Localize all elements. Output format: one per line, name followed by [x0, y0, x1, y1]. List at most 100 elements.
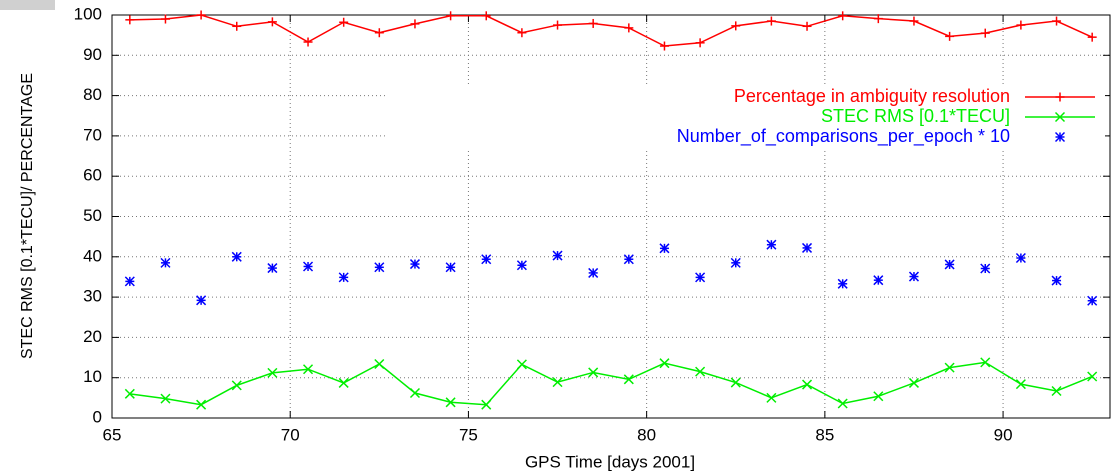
marker-stroke [659, 358, 670, 369]
data-point [125, 15, 135, 25]
marker-stroke [552, 250, 563, 261]
marker-stroke [908, 271, 919, 282]
legend-label: Percentage in ambiguity resolution [734, 86, 1010, 106]
marker-stroke [409, 259, 420, 270]
marker-stroke [160, 257, 171, 268]
marker-stroke [908, 377, 919, 388]
data-point [980, 263, 991, 274]
marker-stroke [231, 251, 242, 262]
marker-stroke [588, 367, 599, 378]
data-point [410, 19, 420, 29]
marker-stroke [623, 374, 634, 385]
data-point [659, 358, 670, 369]
series-line [129, 14, 1093, 47]
data-point [766, 392, 777, 403]
marker-stroke [1087, 371, 1098, 382]
y-tick-label: 30 [83, 287, 102, 306]
data-point [552, 377, 563, 388]
data-point [552, 250, 563, 261]
x-tick-label: 80 [637, 425, 656, 444]
data-point [730, 377, 741, 388]
legend-marker [1054, 131, 1066, 143]
x-tick-label: 85 [815, 425, 834, 444]
data-point [160, 257, 171, 268]
data-point [267, 367, 278, 378]
data-point [516, 359, 527, 370]
series-line [129, 361, 1093, 406]
data-point [553, 20, 563, 30]
tab-decoration [0, 0, 55, 10]
data-point [944, 259, 955, 270]
legend-label: Number_of_comparisons_per_epoch * 10 [677, 126, 1010, 147]
data-point [1015, 379, 1026, 390]
data-point [873, 391, 884, 402]
marker-stroke [837, 278, 848, 289]
x-tick-label: 90 [994, 425, 1013, 444]
y-tick-label: 70 [83, 125, 102, 144]
marker-stroke [445, 262, 456, 273]
marker-stroke [695, 272, 706, 283]
y-tick-label: 80 [83, 85, 102, 104]
marker-stroke [944, 362, 955, 373]
data-point [338, 377, 349, 388]
data-point [659, 41, 669, 51]
data-point [1087, 371, 1098, 382]
marker-stroke [552, 377, 563, 388]
marker-stroke [338, 377, 349, 388]
data-point [1052, 16, 1062, 26]
y-tick-label: 20 [83, 327, 102, 346]
marker-stroke [730, 257, 741, 268]
y-tick-label: 100 [74, 4, 102, 23]
marker-stroke [1054, 111, 1066, 123]
data-point [980, 357, 991, 368]
marker-stroke [160, 393, 171, 404]
data-point [267, 263, 278, 274]
marker-stroke [231, 380, 242, 391]
data-point [588, 18, 598, 28]
data-point [1051, 385, 1062, 397]
data-point [908, 271, 919, 282]
marker-stroke [1051, 385, 1062, 397]
data-point [802, 242, 813, 253]
y-tick-label: 60 [83, 166, 102, 185]
data-point [588, 267, 599, 278]
marker-stroke [802, 242, 813, 253]
data-point [516, 260, 527, 271]
data-point [339, 17, 349, 27]
data-point [303, 37, 313, 47]
marker-stroke [196, 399, 207, 410]
data-point [303, 364, 314, 375]
marker-stroke [1087, 295, 1098, 306]
legend-background [385, 85, 1105, 149]
data-point [837, 278, 848, 289]
marker-stroke [124, 276, 135, 287]
y-tick-label: 0 [93, 407, 102, 426]
marker-stroke [481, 254, 492, 265]
marker-stroke [516, 260, 527, 271]
data-point [945, 31, 955, 41]
marker-stroke [196, 295, 207, 306]
data-point [695, 38, 705, 48]
marker-stroke [623, 254, 634, 265]
marker-stroke [873, 275, 884, 286]
data-point [232, 21, 242, 31]
data-point [124, 388, 135, 399]
data-point [1016, 20, 1026, 30]
marker-stroke [374, 262, 385, 273]
data-point [802, 21, 812, 31]
legend-marker [1055, 92, 1065, 102]
marker-stroke [695, 366, 706, 377]
y-tick-label: 40 [83, 246, 102, 265]
data-point [908, 377, 919, 388]
marker-stroke [267, 263, 278, 274]
data-point [160, 393, 171, 404]
marker-stroke [445, 397, 456, 408]
data-point [659, 243, 670, 254]
marker-stroke [1015, 252, 1026, 264]
data-point [517, 28, 527, 38]
marker-stroke [338, 272, 349, 283]
x-tick-label: 70 [281, 425, 300, 444]
data-point [730, 257, 741, 268]
marker-stroke [1054, 131, 1066, 143]
data-point [695, 272, 706, 283]
